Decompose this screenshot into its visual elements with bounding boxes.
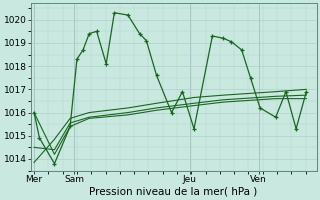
X-axis label: Pression niveau de la mer( hPa ): Pression niveau de la mer( hPa ) [90,187,258,197]
